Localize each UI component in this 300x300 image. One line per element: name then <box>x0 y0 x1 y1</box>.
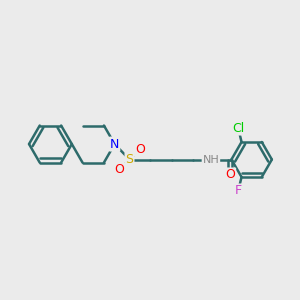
Text: S: S <box>125 153 134 166</box>
Text: O: O <box>114 164 124 176</box>
Text: O: O <box>135 142 145 156</box>
Text: N: N <box>110 138 119 151</box>
Text: NH: NH <box>202 154 219 164</box>
Text: O: O <box>225 169 235 182</box>
Text: F: F <box>235 184 242 197</box>
Text: Cl: Cl <box>232 122 245 134</box>
